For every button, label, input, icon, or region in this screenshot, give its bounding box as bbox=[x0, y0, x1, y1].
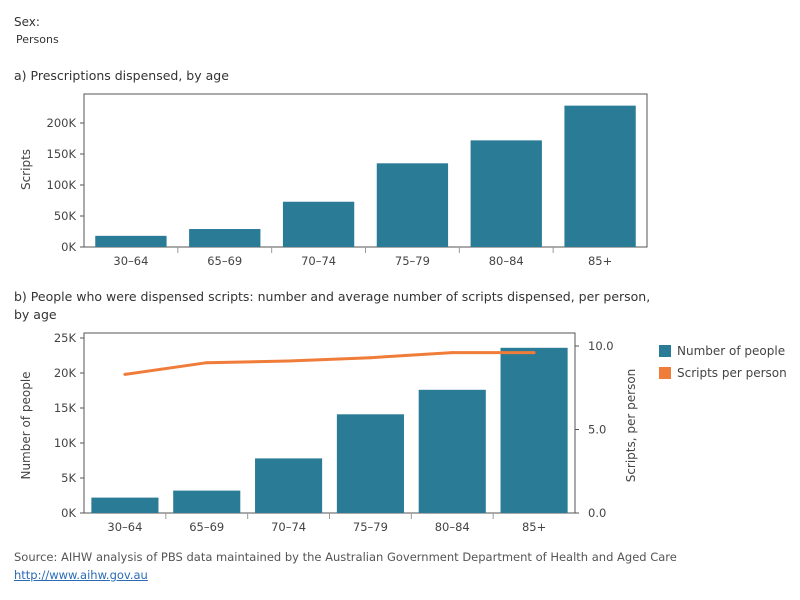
chart-a-x-tick-label: 85+ bbox=[588, 254, 612, 268]
chart-a-bar bbox=[564, 105, 636, 247]
chart-a-plot-frame bbox=[83, 93, 648, 248]
chart-b-bar bbox=[500, 347, 568, 513]
legend-label-scripts-per-person: Scripts per person bbox=[677, 366, 787, 380]
legend-label-number-of-people: Number of people bbox=[677, 344, 786, 358]
chart-a-x-tick-label: 65–69 bbox=[207, 254, 242, 268]
chart-b-y2-axis-title: Scripts, per person bbox=[624, 369, 638, 483]
legend-item-scripts-per-person[interactable]: Scripts per person bbox=[659, 363, 787, 383]
chart-b-x-tick-label: 80–84 bbox=[435, 520, 470, 534]
chart-a-y-tick-label: 200K bbox=[47, 116, 77, 130]
chart-a-bar bbox=[470, 140, 542, 247]
chart-a-x-tick-label: 75–79 bbox=[395, 254, 430, 268]
chart-a-y-tick-label: 100K bbox=[47, 178, 77, 192]
chart-a-title: a) Prescriptions dispensed, by age bbox=[14, 68, 229, 83]
filter-value[interactable]: Persons bbox=[16, 33, 59, 46]
chart-a-x-tick-label: 80–84 bbox=[489, 254, 524, 268]
chart-b-bar bbox=[336, 414, 404, 513]
chart-a-x-tick-label: 30–64 bbox=[113, 254, 148, 268]
chart-b-line-point bbox=[450, 351, 454, 355]
legend-swatch-number-of-people bbox=[659, 345, 671, 357]
chart-a-x-tick-label: 70–74 bbox=[301, 254, 336, 268]
chart-b-y2-tick-label: 5.0 bbox=[588, 423, 606, 437]
chart-b-line-scripts-per-person bbox=[124, 351, 535, 376]
chart-b-y-tick-label: 20K bbox=[54, 366, 77, 380]
source-link[interactable]: http://www.aihw.gov.au bbox=[14, 568, 148, 582]
chart-b-bar bbox=[255, 458, 323, 513]
chart-b-y2-tick-label: 10.0 bbox=[588, 339, 614, 353]
chart-b-line-point bbox=[123, 372, 127, 376]
chart-b-x-tick-label: 30–64 bbox=[107, 520, 142, 534]
chart-b-x-tick-label: 65–69 bbox=[189, 520, 224, 534]
chart-a-y-tick-label: 0K bbox=[61, 240, 76, 254]
chart-b-title: b) People who were dispensed scripts: nu… bbox=[14, 289, 651, 322]
chart-b-line-point bbox=[532, 351, 536, 355]
chart-b-y-axis-title: Number of people bbox=[19, 371, 33, 479]
chart-b-bar bbox=[173, 490, 241, 513]
chart-b-x-tick-label: 70–74 bbox=[271, 520, 306, 534]
source-note: Source: AIHW analysis of PBS data mainta… bbox=[14, 550, 677, 564]
chart-a-y-axis-title: Scripts bbox=[19, 149, 33, 190]
legend-item-number-of-people[interactable]: Number of people bbox=[659, 341, 787, 361]
chart-b-legend: Number of people Scripts per person bbox=[659, 341, 787, 385]
filter-label: Sex: bbox=[14, 15, 40, 29]
chart-b-y2-tick-label: 0.0 bbox=[588, 506, 606, 520]
chart-a-bar bbox=[189, 229, 261, 247]
chart-b-x-tick-label: 75–79 bbox=[353, 520, 388, 534]
chart-a-bar bbox=[282, 201, 355, 247]
chart-a-y-tick-label: 150K bbox=[47, 147, 77, 161]
chart-b-y-tick-label: 5K bbox=[61, 471, 76, 485]
chart-b-x-tick-label: 85+ bbox=[522, 520, 546, 534]
chart-a-bar bbox=[95, 235, 167, 247]
chart-a-bar bbox=[376, 163, 449, 247]
chart-b-line-point bbox=[205, 361, 209, 365]
chart-b-y-tick-label: 15K bbox=[54, 401, 77, 415]
chart-b-line-point bbox=[368, 356, 372, 360]
chart-b-bar bbox=[91, 497, 159, 513]
chart-b-y-tick-label: 10K bbox=[54, 436, 77, 450]
chart-a-y-tick-label: 50K bbox=[54, 209, 77, 223]
chart-b-y-tick-label: 25K bbox=[54, 331, 77, 345]
chart-b-line-point bbox=[287, 359, 291, 363]
chart-b-y-tick-label: 0K bbox=[61, 506, 76, 520]
chart-b-bar bbox=[418, 389, 486, 513]
legend-swatch-scripts-per-person bbox=[659, 367, 671, 379]
